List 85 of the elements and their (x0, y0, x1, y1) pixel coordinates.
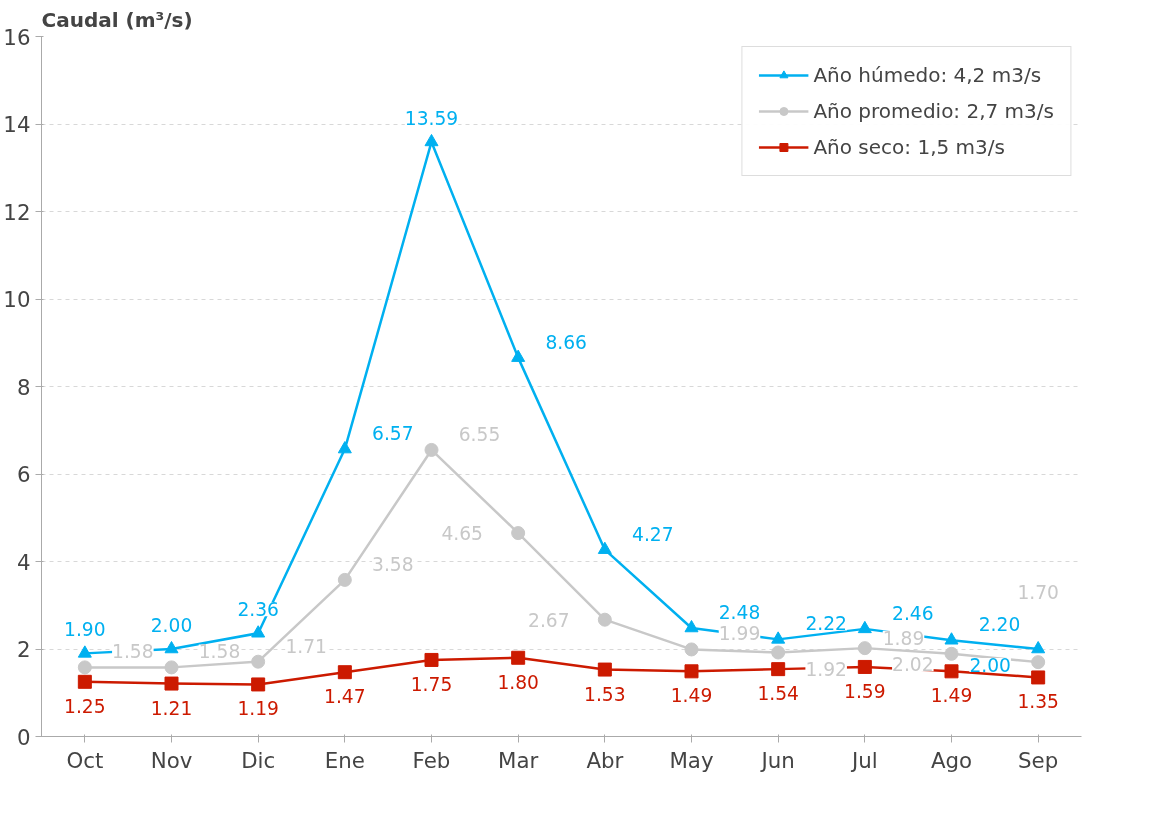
x-tick-label: Sep (1018, 747, 1059, 773)
data-label: 1.49 (670, 685, 713, 707)
data-label: 4.27 (632, 523, 674, 545)
point (77, 674, 92, 689)
data-label: 2.36 (237, 599, 279, 621)
x-tick-label: Abr (586, 747, 624, 773)
data-label: 1.53 (584, 683, 626, 705)
x-tick-label: Feb (412, 747, 451, 773)
point (597, 541, 612, 554)
y-tick-label: 4 (16, 549, 31, 575)
point (251, 654, 266, 669)
data-label: 6.57 (372, 423, 414, 445)
data-label: 1.47 (324, 686, 366, 708)
point (77, 660, 92, 675)
point (1031, 670, 1046, 685)
point (597, 662, 612, 677)
data-label: 1.35 (1017, 691, 1059, 713)
legend-label: Año seco: 1,5 m3/s (813, 135, 1005, 159)
legend-label: Año promedio: 2,7 m3/s (813, 99, 1054, 123)
data-label: 8.66 (545, 331, 587, 353)
point (771, 662, 786, 677)
point (684, 642, 699, 657)
point (424, 652, 439, 667)
data-label: 1.80 (497, 671, 539, 693)
x-tick-label: Ago (930, 747, 973, 773)
point (944, 632, 959, 645)
point (597, 612, 612, 627)
y-tick-label: 2 (16, 637, 31, 662)
y-axis-title: Caudal (m³/s) (41, 7, 193, 32)
x-tick-label: Dic (241, 747, 276, 773)
x-tick-label: Oct (66, 747, 104, 773)
data-label: 2.48 (718, 602, 761, 623)
data-label: 1.21 (150, 697, 193, 719)
point (684, 664, 699, 679)
x-tick-label: Jun (759, 747, 795, 773)
point (511, 349, 526, 362)
x-tick-label: May (669, 747, 714, 773)
data-label: 1.54 (757, 683, 799, 705)
data-label: 1.25 (64, 695, 106, 717)
data-label: 1.49 (930, 685, 973, 707)
data-label: 2.00 (150, 615, 193, 636)
point (77, 645, 92, 658)
x-tick-label: Ene (324, 747, 365, 773)
point (337, 665, 352, 680)
point (511, 650, 526, 665)
point (164, 640, 179, 654)
y-tick-label: 0 (16, 724, 31, 750)
point (511, 526, 526, 541)
point (857, 659, 872, 674)
data-label: 1.59 (844, 680, 886, 702)
point (684, 619, 699, 633)
data-label: 2.20 (978, 614, 1021, 636)
data-label: 1.90 (64, 619, 106, 641)
y-tick-label: 14 (3, 112, 31, 137)
point (944, 664, 959, 679)
point (337, 441, 352, 454)
data-label: 1.75 (410, 673, 453, 695)
point (251, 625, 266, 638)
point (164, 676, 179, 691)
point (337, 572, 352, 587)
y-tick-label: 6 (16, 462, 31, 487)
y-tick-label: 8 (16, 374, 31, 400)
point (164, 660, 179, 675)
point (424, 133, 439, 147)
data-label: 2.22 (805, 613, 847, 635)
point (857, 641, 872, 656)
point (944, 646, 959, 661)
data-label: 13.59 (404, 107, 459, 129)
legend-label: Año húmedo: 4,2 m3/s (813, 63, 1042, 87)
point (1031, 640, 1046, 654)
data-label: 2.00 (969, 655, 1011, 676)
x-tick-label: Jul (849, 747, 878, 773)
point (251, 677, 266, 692)
y-tick-label: 12 (3, 199, 31, 225)
point (771, 645, 786, 660)
data-label: 1.19 (237, 698, 279, 720)
y-tick-label: 10 (3, 287, 31, 312)
y-tick-label: 16 (3, 24, 31, 50)
point (1031, 655, 1046, 670)
point (771, 631, 786, 644)
x-tick-label: Mar (498, 747, 539, 773)
data-label: 2.46 (892, 602, 934, 624)
point (857, 620, 872, 634)
point (424, 442, 439, 457)
x-tick-label: Nov (150, 747, 193, 773)
